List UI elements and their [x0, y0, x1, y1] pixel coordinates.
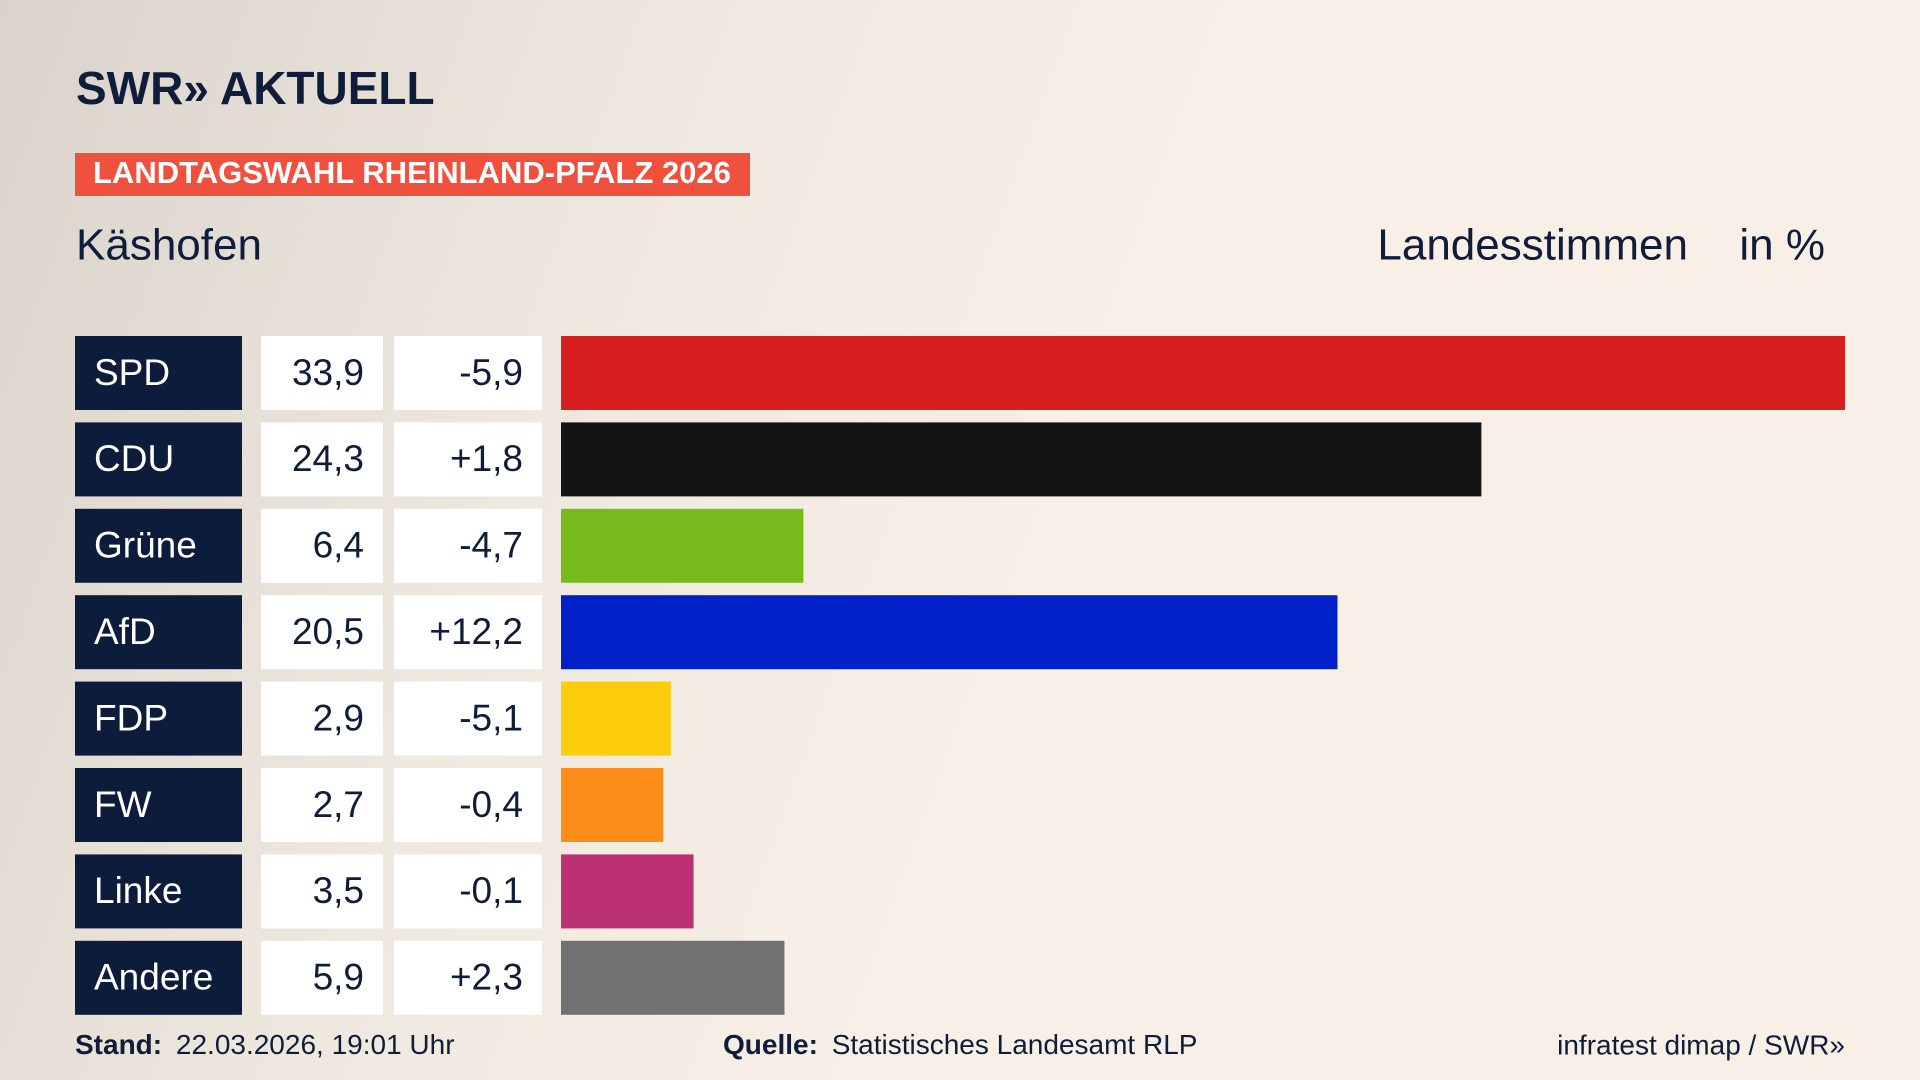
change-box	[394, 595, 542, 670]
value-label: 6,4	[313, 525, 364, 566]
change-box	[394, 768, 542, 842]
party-box	[75, 768, 242, 842]
footer-stand: Stand: 22.03.2026, 19:01 Uhr	[75, 1029, 455, 1060]
stand-label: Stand:	[75, 1029, 162, 1060]
party-label: Linke	[94, 870, 182, 911]
party-label: SPD	[94, 352, 170, 393]
change-label: -5,1	[459, 697, 523, 738]
party-box	[75, 854, 242, 929]
brand-logo: SWR» AKTUELL	[76, 62, 435, 114]
title-banner	[75, 153, 750, 196]
change-box	[394, 940, 542, 1015]
bar	[561, 422, 1482, 497]
party-label: FDP	[94, 697, 168, 738]
footer-source: Quelle: Statistisches Landesamt RLP	[723, 1029, 1197, 1060]
bar	[561, 854, 694, 929]
value-label: 5,9	[313, 957, 364, 998]
party-box	[75, 422, 242, 497]
value-label: 33,9	[292, 352, 364, 393]
value-label: 24,3	[292, 438, 364, 479]
stand: 22.03.2026, 19:01 Uhr	[176, 1029, 455, 1060]
source: Statistisches Landesamt RLP	[832, 1029, 1198, 1060]
value-box	[261, 940, 383, 1015]
change-label: -4,7	[459, 525, 523, 566]
bar	[561, 768, 664, 842]
unit: in %	[1739, 221, 1825, 270]
party-label: AfD	[94, 611, 156, 652]
party-box	[75, 681, 242, 756]
bar	[561, 508, 804, 583]
bar	[561, 940, 785, 1015]
change-label: +1,8	[450, 438, 523, 479]
change-label: -5,9	[459, 352, 523, 393]
subtitle: Käshofen	[76, 221, 262, 270]
value-label: 2,9	[313, 697, 364, 738]
party-box	[75, 336, 242, 410]
change-label: +12,2	[429, 611, 523, 652]
change-box	[394, 336, 542, 410]
value-box	[261, 422, 383, 497]
change-box	[394, 422, 542, 497]
bar	[561, 595, 1338, 670]
party-label: Grüne	[94, 525, 197, 566]
value-box	[261, 854, 383, 929]
party-label: FW	[94, 784, 152, 825]
value-label: 20,5	[292, 611, 364, 652]
change-box	[394, 854, 542, 929]
party-label: CDU	[94, 438, 174, 479]
value-box	[261, 595, 383, 670]
party-box	[75, 595, 242, 670]
value-box	[261, 768, 383, 842]
change-label: -0,4	[459, 784, 523, 825]
chart-title: LANDTAGSWAHL RHEINLAND-PFALZ 2026	[93, 155, 731, 190]
value-box	[261, 336, 383, 410]
change-box	[394, 508, 542, 583]
party-label: Andere	[94, 957, 213, 998]
value-box	[261, 681, 383, 756]
value-label: 2,7	[313, 784, 364, 825]
change-label: +2,3	[450, 957, 523, 998]
measure: Landesstimmen	[1377, 221, 1688, 270]
change-box	[394, 681, 542, 756]
party-box	[75, 508, 242, 583]
bar	[561, 336, 1845, 410]
bar	[561, 681, 671, 756]
party-box	[75, 940, 242, 1015]
source-label: Quelle:	[723, 1029, 818, 1060]
value-box	[261, 508, 383, 583]
change-label: -0,1	[459, 870, 523, 911]
credit: infratest dimap / SWR»	[1557, 1029, 1845, 1060]
value-label: 3,5	[313, 870, 364, 911]
